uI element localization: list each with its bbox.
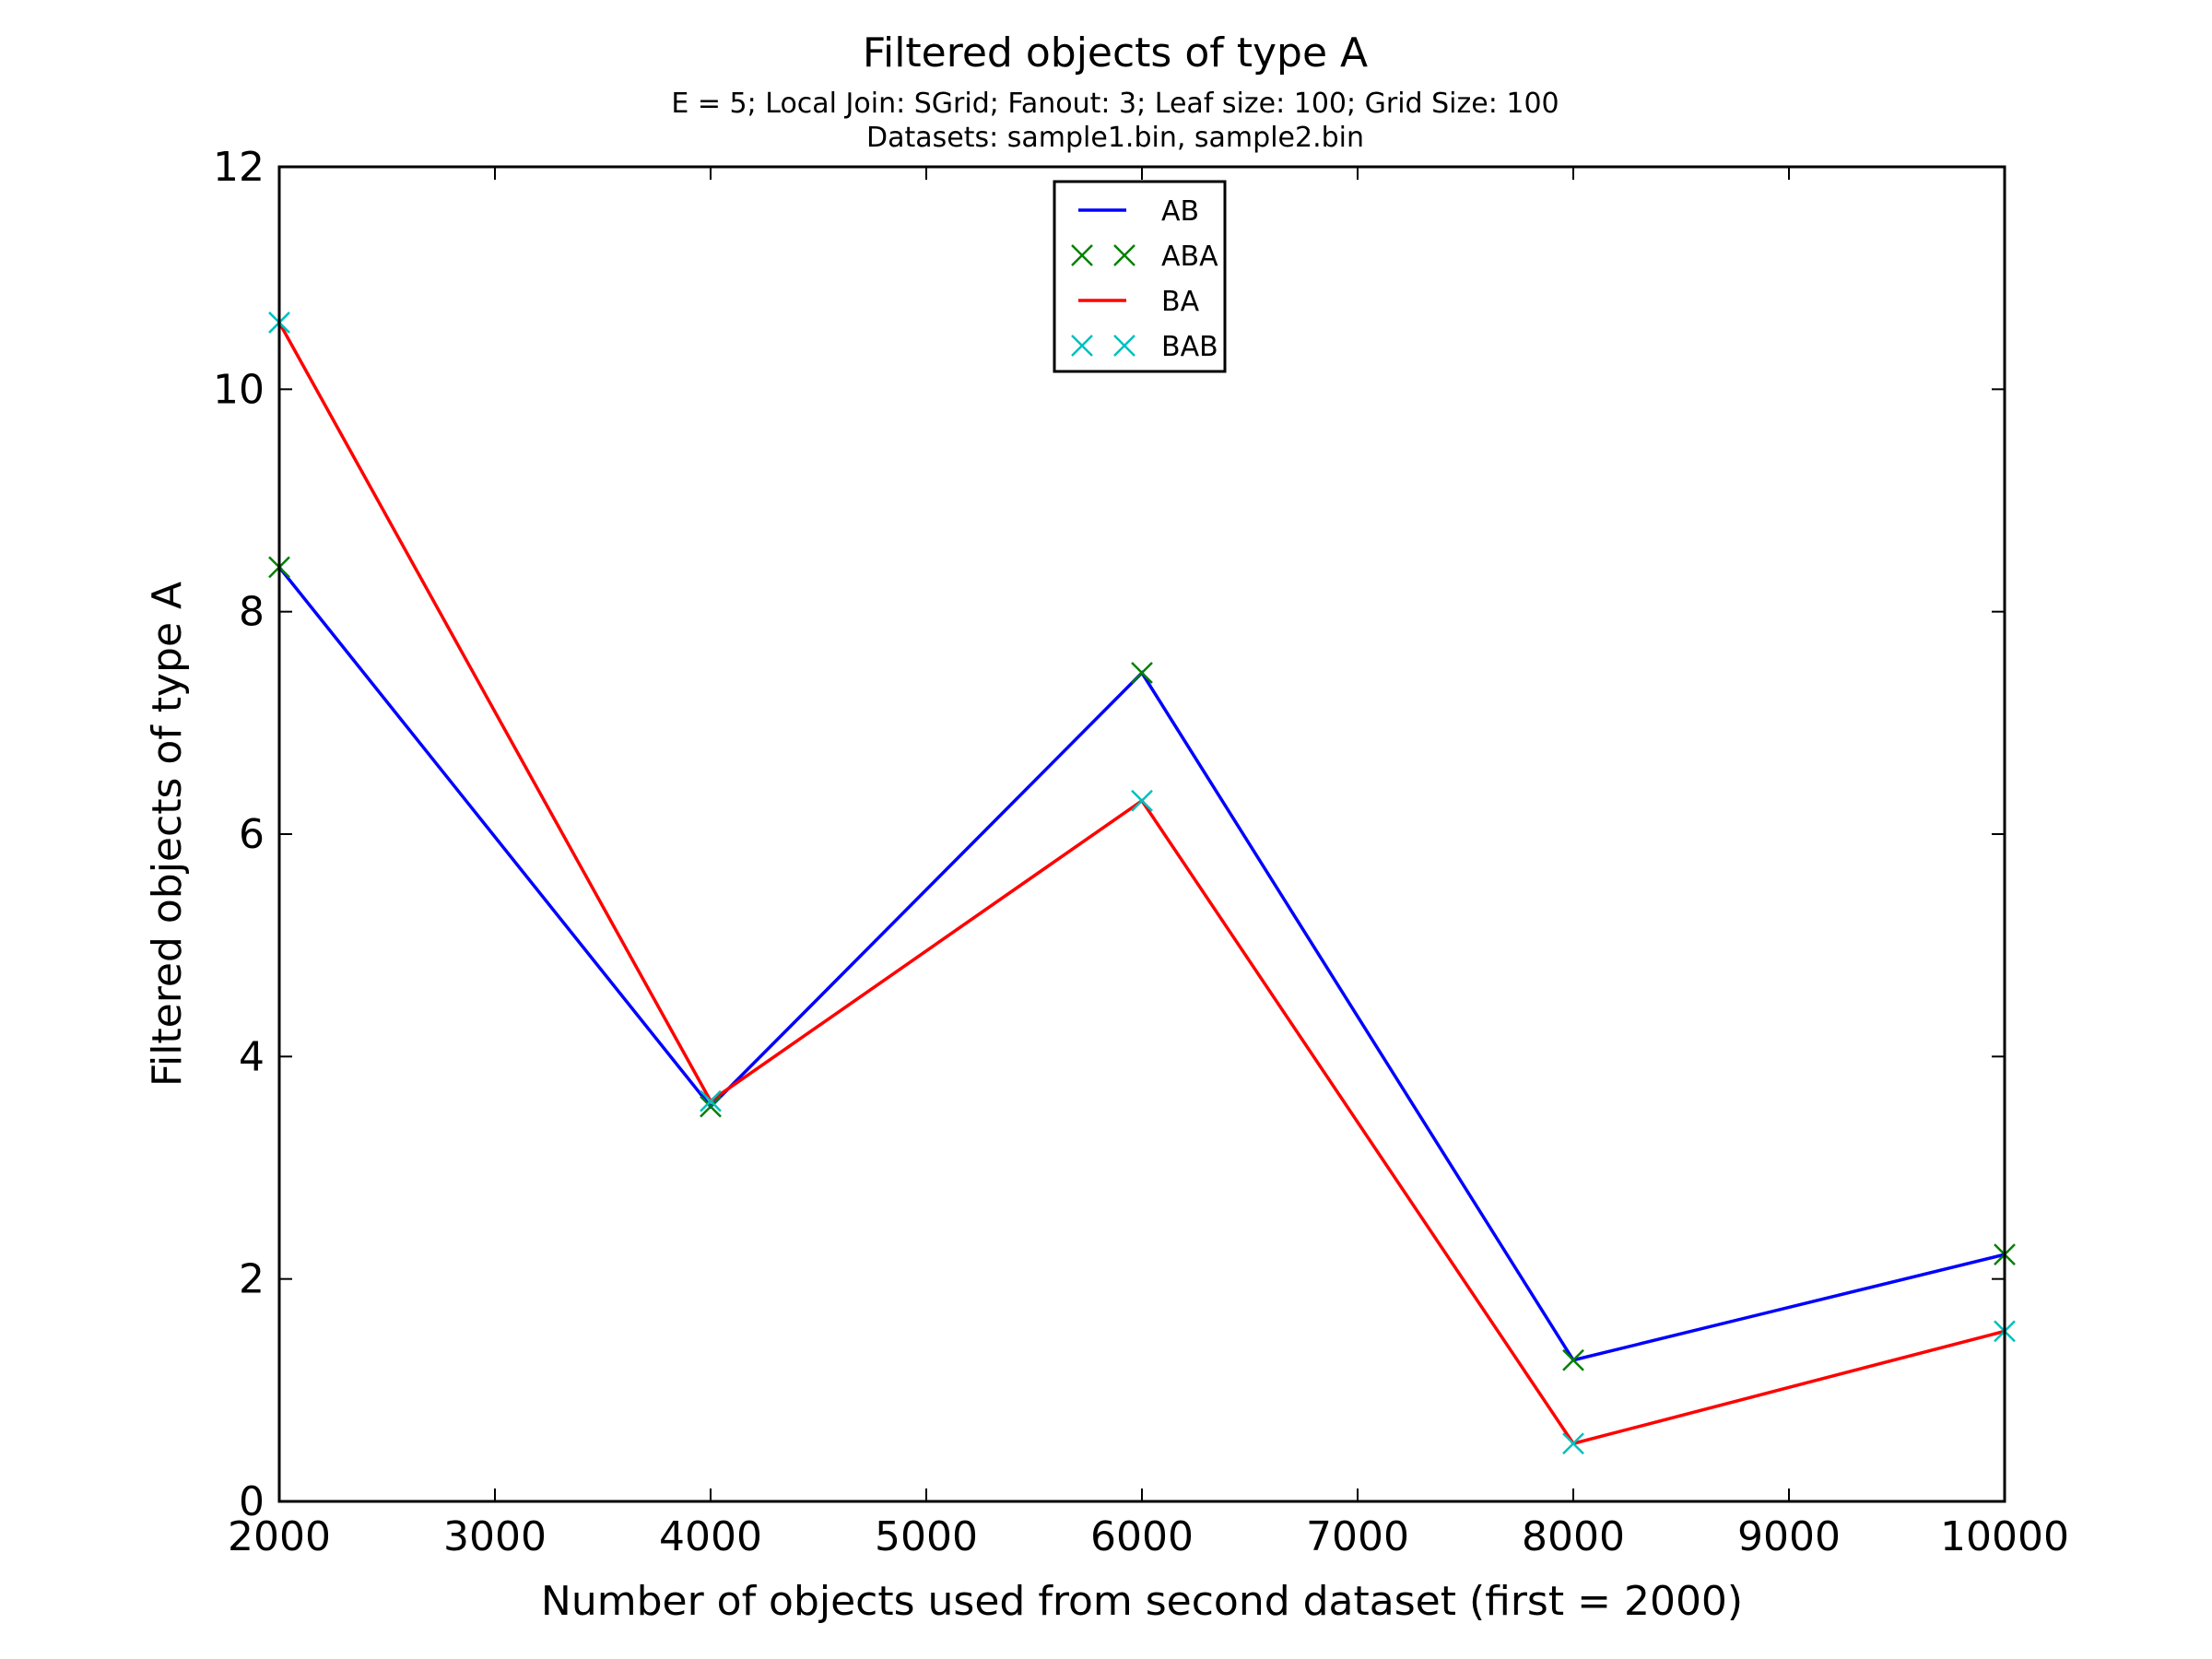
x-tick-label: 2000 bbox=[228, 1513, 331, 1560]
y-tick-label: 4 bbox=[239, 1033, 265, 1080]
marker-stroke bbox=[700, 1089, 722, 1112]
marker-stroke bbox=[1562, 1348, 1584, 1371]
marker-stroke bbox=[1113, 335, 1135, 357]
x-tick-label: 4000 bbox=[659, 1513, 762, 1560]
series-bab bbox=[268, 312, 2016, 1455]
legend-label-ab: AB bbox=[1161, 195, 1199, 228]
series-layer bbox=[268, 312, 2016, 1455]
marker-stroke bbox=[1131, 789, 1153, 812]
y-tick-label: 0 bbox=[239, 1478, 265, 1525]
series-aba-point bbox=[700, 1095, 722, 1118]
series-bab-point bbox=[700, 1089, 722, 1112]
legend-item-ab: AB bbox=[1078, 195, 1199, 228]
y-tick-label: 2 bbox=[239, 1256, 265, 1303]
legend-label-bab: BAB bbox=[1161, 331, 1218, 363]
series-ba-line bbox=[277, 322, 2006, 1446]
x-tick-label: 8000 bbox=[1522, 1513, 1625, 1560]
x-tick-label: 6000 bbox=[1090, 1513, 1194, 1560]
x-tick-label: 3000 bbox=[443, 1513, 547, 1560]
legend-label-ba: BA bbox=[1161, 286, 1200, 318]
x-tick-label: 7000 bbox=[1306, 1513, 1409, 1560]
x-tick-label: 10000 bbox=[1940, 1513, 2069, 1560]
chart-subtitle-line-2: Datasets: sample1.bin, sample2.bin bbox=[866, 122, 1364, 154]
marker-stroke bbox=[1071, 244, 1093, 266]
marker-stroke bbox=[1071, 335, 1093, 357]
legend-swatch-marker bbox=[1113, 244, 1135, 266]
y-tick-label: 6 bbox=[239, 811, 265, 858]
legend-item-bab: BAB bbox=[1071, 331, 1218, 363]
legend-swatch-marker bbox=[1071, 244, 1093, 266]
legend-swatch-marker bbox=[1113, 335, 1135, 357]
marker-stroke bbox=[700, 1095, 722, 1118]
x-axis-label: Number of objects used from second datas… bbox=[541, 1578, 1743, 1625]
chart-title: Filtered objects of type A bbox=[863, 29, 1368, 76]
series-bab-point bbox=[1131, 789, 1153, 812]
marker-stroke bbox=[1131, 662, 1153, 684]
marker-stroke bbox=[1562, 1432, 1584, 1455]
y-axis-label: Filtered objects of type A bbox=[144, 582, 191, 1087]
legend-box bbox=[1053, 180, 1227, 373]
y-tick-label: 12 bbox=[213, 144, 265, 191]
x-tick-label: 9000 bbox=[1737, 1513, 1841, 1560]
chart-subtitle-line-1: E = 5; Local Join: SGrid; Fanout: 3; Lea… bbox=[671, 88, 1559, 120]
y-tick-label: 8 bbox=[239, 589, 265, 636]
series-ab bbox=[277, 566, 2006, 1362]
series-aba-point bbox=[1131, 662, 1153, 684]
legend-item-aba: ABA bbox=[1071, 241, 1218, 273]
y-tick-label: 10 bbox=[213, 366, 265, 413]
series-ab-line bbox=[277, 566, 2006, 1362]
marker-stroke bbox=[1113, 244, 1135, 266]
legend-item-ba: BA bbox=[1078, 286, 1200, 318]
series-bab-point bbox=[1562, 1432, 1584, 1455]
legend-swatch-marker bbox=[1071, 335, 1093, 357]
legend-label-aba: ABA bbox=[1161, 241, 1218, 273]
series-ba bbox=[277, 322, 2006, 1446]
x-tick-label: 5000 bbox=[875, 1513, 978, 1560]
series-aba bbox=[268, 556, 2016, 1371]
series-aba-point bbox=[1562, 1348, 1584, 1371]
axis-ticks: 2000 3000 4000 5000 6000 7000 8000 9000 10000 0 2 4… bbox=[213, 144, 2069, 1560]
plot-frame bbox=[277, 165, 2006, 1503]
